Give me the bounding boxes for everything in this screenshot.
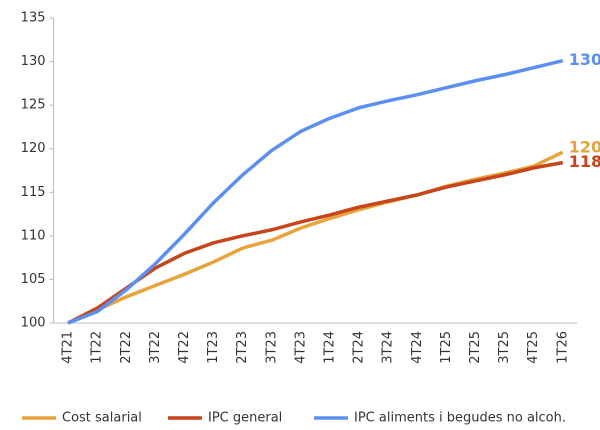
x-tick-label: 4T21 [61,331,76,364]
legend-label: IPC general [208,411,282,426]
y-tick-label: 105 [21,272,46,287]
legend-label: Cost salarial [62,411,142,426]
x-tick-label: 4T22 [177,331,192,364]
y-tick-label: 100 [21,316,46,331]
x-tick-label: 4T23 [293,331,308,364]
x-tick-label: 1T23 [206,331,221,364]
x-tick-label: 3T25 [497,331,512,364]
x-tick-label: 2T22 [119,331,134,364]
y-tick-label: 110 [21,228,46,243]
y-tick-label: 125 [21,98,46,113]
line [67,58,564,325]
x-tick-label: 3T24 [381,331,396,364]
x-tick-label: 1T26 [555,331,570,364]
y-tick-label: 120 [21,141,46,156]
x-tick-label: 4T25 [526,331,541,364]
x-tick-label: 2T23 [235,331,250,364]
y-tick-label: 135 [21,11,46,26]
x-tick-label: 4T24 [410,331,425,364]
x-tick-label: 2T24 [352,331,367,364]
x-tick-label: 2T25 [468,331,483,364]
data-label: 120 [569,138,600,157]
data-label: 118 [569,152,600,171]
data-label: 130 [569,50,600,69]
y-tick-label: 115 [21,185,46,200]
line [67,160,564,325]
x-tick-label: 3T22 [148,331,163,364]
x-tick-label: 1T25 [439,331,454,364]
legend-label: IPC aliments i begudes no alcoh. [354,411,566,426]
x-tick-label: 1T22 [90,331,105,364]
x-tick-label: 3T23 [264,331,279,364]
y-tick-label: 130 [21,54,46,69]
x-tick-label: 1T24 [322,331,337,364]
